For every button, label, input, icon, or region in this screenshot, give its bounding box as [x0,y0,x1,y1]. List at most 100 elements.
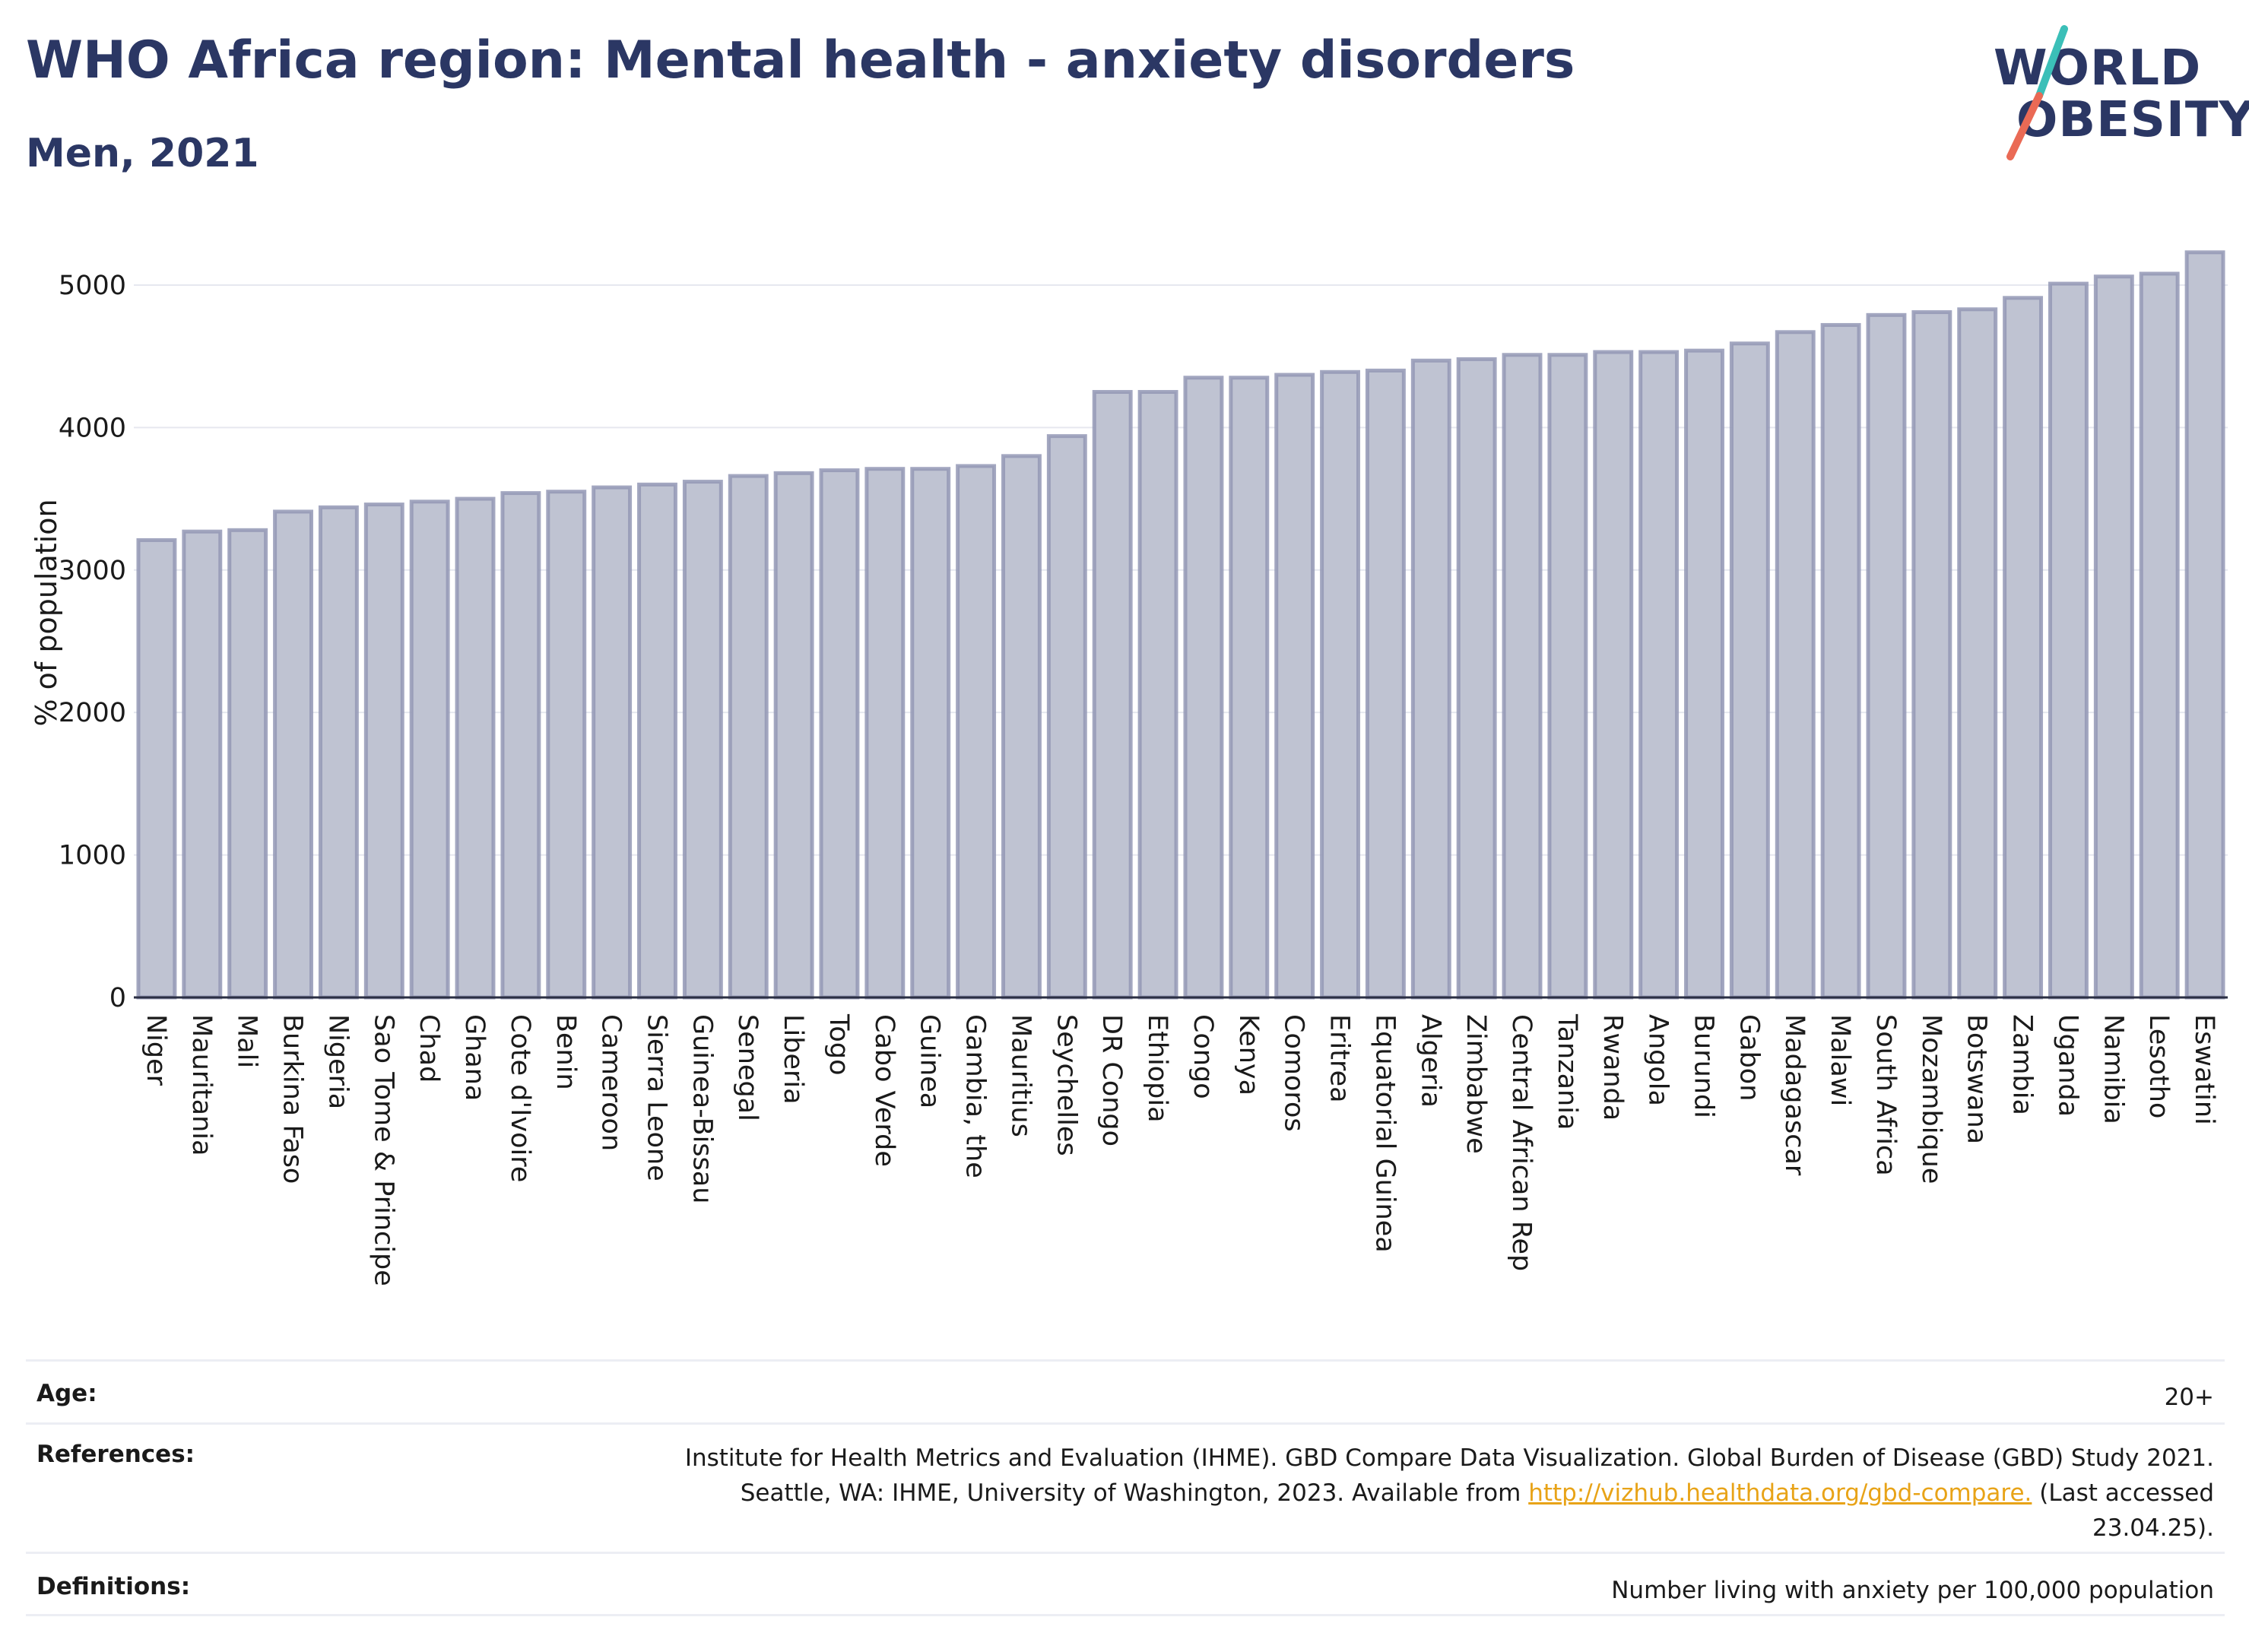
bar-central-african-rep[interactable] [1502,353,1543,1000]
x-tick-label: South Africa [1870,1014,1901,1176]
x-tick-label: Kenya [1233,1014,1264,1096]
x-tick-label: Nigeria [322,1014,353,1109]
bar-comoros[interactable] [1274,373,1315,1000]
bar-guinea-bissau[interactable] [682,480,723,1000]
bar-algeria[interactable] [1410,358,1451,1000]
bar-mauritius[interactable] [1001,454,1042,1000]
bar-cote-d-ivoire[interactable] [500,491,541,1000]
bar-congo[interactable] [1183,376,1224,1000]
bar-nigeria[interactable] [318,505,359,1000]
bar-mozambique[interactable] [1911,310,1952,1000]
bar-niger[interactable] [136,537,177,1000]
bar-lesotho[interactable] [2139,271,2180,1000]
bar-madagascar[interactable] [1775,330,1816,1000]
x-tick-label: Eritrea [1324,1014,1355,1103]
x-tick-label: Liberia [778,1014,808,1105]
bar-gabon[interactable] [1729,341,1770,1000]
references-link[interactable]: http://vizhub.healthdata.org/gbd-compare… [1528,1479,2032,1507]
x-tick-label: Gambia, the [960,1014,991,1178]
bar-cameroon[interactable] [592,485,633,1000]
bar-chad[interactable] [409,499,450,1000]
x-tick-label: Chad [414,1014,444,1083]
x-tick-label: Central African Rep [1506,1014,1537,1271]
metadata-table: Age: 20+ References: Institute for Healt… [26,1359,2225,1620]
x-tick-label: Equatorial Guinea [1369,1014,1400,1253]
x-tick-label: Rwanda [1597,1014,1628,1121]
bar-burundi[interactable] [1684,348,1724,1000]
x-tick-label: Uganda [2052,1014,2082,1117]
bar-zimbabwe[interactable] [1456,357,1497,1000]
x-tick-label: Lesotho [2143,1014,2174,1118]
x-tick-label: Malawi [1825,1014,1855,1106]
x-tick-label: Congo [1188,1014,1218,1099]
bar-sierra-leone[interactable] [637,482,677,1000]
x-tick-label: Senegal [732,1014,763,1121]
y-axis-label: % of population [30,499,63,726]
bar-liberia[interactable] [773,471,814,1000]
bar-south-africa[interactable] [1866,312,1907,1000]
x-tick-label: Madagascar [1779,1014,1810,1176]
bar-angola[interactable] [1638,350,1680,1000]
bar-guinea[interactable] [910,467,951,1000]
x-tick-label: Mozambique [1916,1014,1946,1184]
bar-botswana[interactable] [1957,307,1998,1000]
bar-cabo-verde[interactable] [864,467,906,1000]
x-tick-label: Niger [141,1014,171,1086]
logo-word-world: WORLD [1994,40,2202,97]
x-tick-label: Mauritania [186,1014,217,1156]
y-tick-label: 3000 [59,556,126,586]
x-tick-label: Guinea [915,1014,945,1108]
bar-senegal[interactable] [728,474,769,1000]
bar-namibia[interactable] [2093,274,2134,1000]
bar-eritrea[interactable] [1320,369,1360,1000]
x-tick-label: Gabon [1734,1014,1764,1101]
page-title: WHO Africa region: Mental health - anxie… [26,30,1575,90]
y-tick-label: 5000 [59,271,126,301]
x-tick-label: Eswatini [2189,1014,2219,1125]
bar-zambia[interactable] [2003,296,2044,1000]
bar-dr-congo[interactable] [1092,390,1133,1000]
x-tick-label: Cote d'Ivoire [505,1014,535,1182]
bar-burkina-faso[interactable] [273,509,313,1000]
bar-seychelles[interactable] [1046,434,1087,1000]
bar-ghana[interactable] [455,496,496,1000]
bar-mali[interactable] [227,528,268,1000]
logo-word-obesity: OBESITY [2016,92,2249,148]
bar-eswatini[interactable] [2184,250,2225,1000]
meta-row-age: Age: 20+ [26,1380,2225,1411]
bar-rwanda[interactable] [1593,350,1634,1000]
references-line-2-text: Seattle, WA: IHME, University of Washing… [740,1479,1529,1507]
definitions-value: Number living with anxiety per 100,000 p… [1611,1577,2214,1604]
references-line-1: Institute for Health Metrics and Evaluat… [684,1444,2214,1472]
references-value: Institute for Health Metrics and Evaluat… [685,1441,2214,1546]
bar-tanzania[interactable] [1547,353,1588,1000]
bar-sao-tome-principe[interactable] [363,503,404,1000]
bar-equatorial-guinea[interactable] [1365,368,1406,1000]
bar-uganda[interactable] [2048,281,2089,1000]
x-tick-label: Sao Tome & Principe [368,1014,398,1286]
bar-togo[interactable] [819,468,860,1000]
x-tick-label: Mauritius [1005,1014,1036,1137]
x-tick-label: Ghana [459,1014,490,1101]
bar-mauritania[interactable] [182,529,223,1000]
references-line-3: 23.04.25). [2092,1514,2214,1542]
bar-benin[interactable] [546,490,587,1000]
x-tick-label: Guinea-Bissau [687,1014,717,1203]
references-line-2: Seattle, WA: IHME, University of Washing… [685,1476,2214,1511]
bar-kenya[interactable] [1229,376,1270,1000]
x-tick-label: Comoros [1279,1014,1309,1132]
y-tick-label: 0 [109,983,126,1013]
x-tick-label: Mali [232,1014,262,1068]
x-tick-label: Angola [1643,1014,1673,1106]
x-tick-label: Zimbabwe [1461,1014,1491,1154]
definitions-label: Definitions: [36,1573,191,1600]
x-tick-label: Burkina Faso [278,1014,308,1184]
bar-malawi[interactable] [1820,322,1861,1000]
references-line-2-suffix: (Last accessed [2032,1479,2214,1507]
age-value: 20+ [2164,1384,2214,1411]
bar-gambia-the[interactable] [956,464,997,1000]
x-tick-label: Ethiopia [1142,1014,1172,1123]
x-tick-label: Namibia [2098,1014,2128,1124]
meta-row-definitions: Definitions: Number living with anxiety … [26,1573,2225,1604]
bar-ethiopia[interactable] [1137,390,1178,1000]
